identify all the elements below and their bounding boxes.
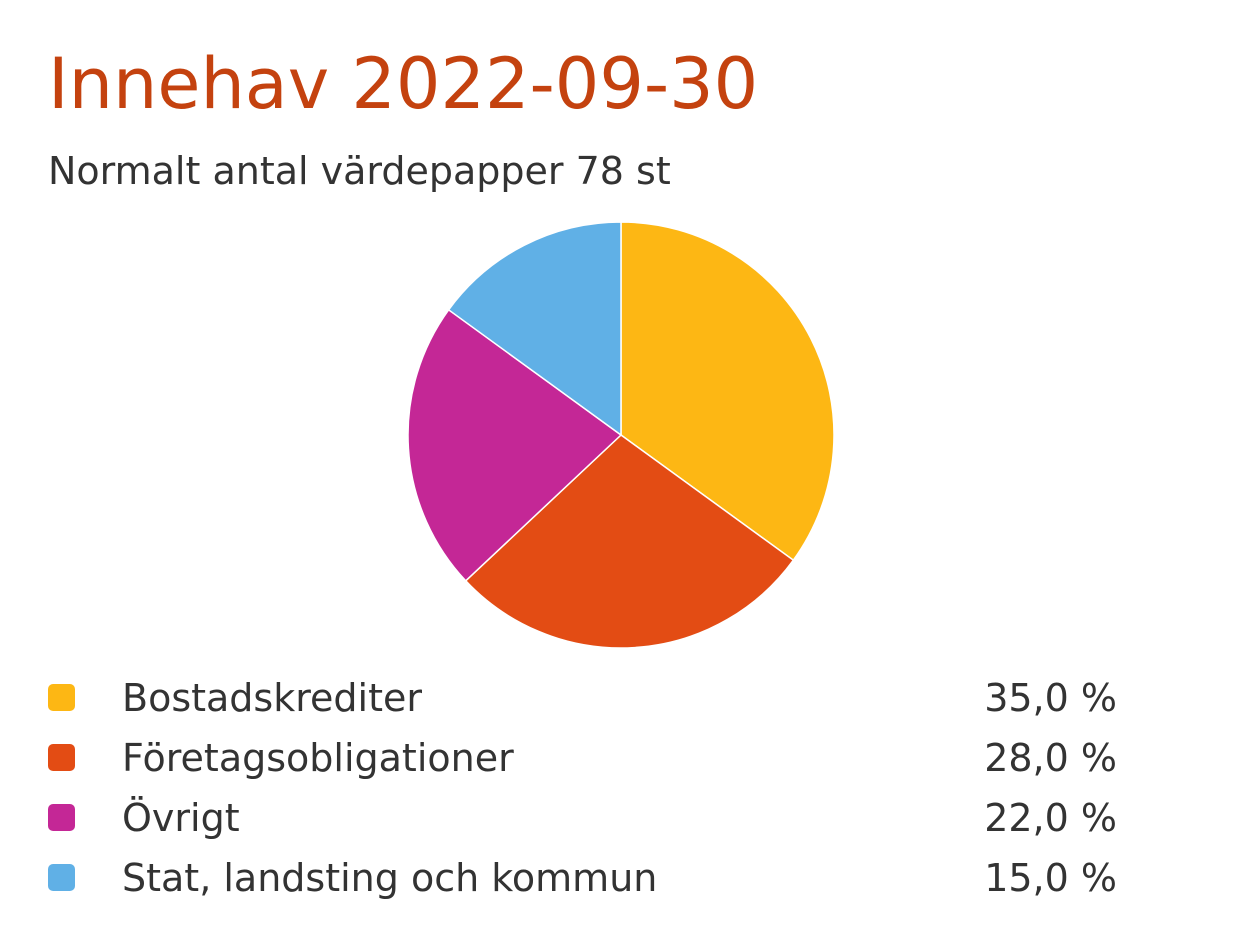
chart-title: Innehav 2022-09-30: [48, 43, 758, 125]
legend-label: Stat, landsting och kommun: [122, 856, 657, 900]
legend-label: Övrigt: [122, 796, 240, 840]
legend-value: 15,0 %: [984, 856, 1117, 900]
chart-subtitle: Normalt antal värdepapper 78 st: [48, 149, 671, 193]
legend-value: 28,0 %: [984, 736, 1117, 780]
pie-slice: [620, 221, 835, 562]
legend-swatch: [48, 804, 75, 831]
legend-swatch: [48, 684, 75, 711]
legend-value: 22,0 %: [984, 796, 1117, 840]
pie-slice: [447, 221, 622, 437]
legend-label: Bostadskrediter: [122, 676, 422, 720]
pie-slice: [464, 434, 795, 649]
pie-slice: [407, 308, 623, 582]
legend-swatch: [48, 744, 75, 771]
legend-swatch: [48, 864, 75, 891]
legend-label: Företagsobligationer: [122, 736, 514, 780]
legend-value: 35,0 %: [984, 676, 1117, 720]
